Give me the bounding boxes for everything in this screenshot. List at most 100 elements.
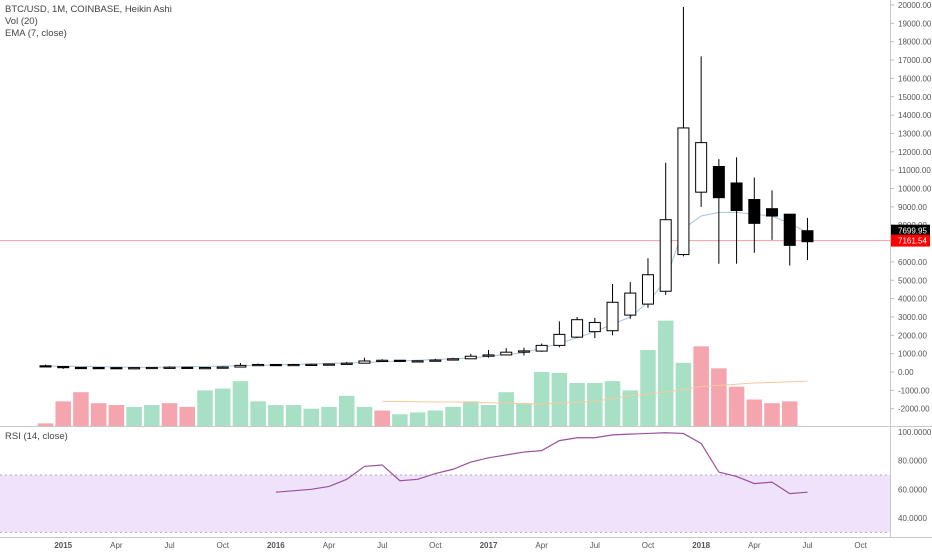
volume-bar <box>108 405 125 428</box>
price-tick-label: 4000.00 <box>898 295 927 304</box>
volume-bar <box>268 405 284 428</box>
candle-body <box>553 333 566 346</box>
candle-body <box>766 208 779 217</box>
price-tick-label: 19000.00 <box>898 19 932 28</box>
volume-bar <box>37 423 54 428</box>
time-tick-label: Oct <box>429 541 442 550</box>
candle-body <box>198 367 211 370</box>
symbol-legend[interactable]: BTC/USD, 1M, COINBASE, Heikin Ashi <box>5 4 172 15</box>
volume-bar <box>179 406 196 428</box>
rsi-tick-label: 40.0000 <box>898 514 927 523</box>
candle-body <box>695 142 708 193</box>
price-tick-label: 18000.00 <box>898 38 932 47</box>
candle-body <box>500 351 513 356</box>
rsi-tick-label: 100.0000 <box>898 428 932 437</box>
price-tick-label: 14000.00 <box>898 111 932 120</box>
candle-body <box>57 365 70 369</box>
volume-bar <box>232 381 249 428</box>
price-tick-label: 1000.00 <box>898 350 927 359</box>
volume-bar <box>533 372 550 428</box>
price-tick-label: 2000.00 <box>898 331 927 340</box>
candle-body <box>482 354 495 357</box>
time-tick-label: Apr <box>323 541 336 550</box>
volume-bar <box>480 405 497 428</box>
rsi-line <box>275 432 808 495</box>
volume-bar <box>764 403 780 428</box>
candle-body <box>376 359 389 362</box>
candle-body <box>269 363 282 367</box>
time-tick-label: Apr <box>748 541 761 550</box>
time-tick-label: Jul <box>802 541 812 550</box>
volume-bar <box>338 395 355 428</box>
candle-body <box>641 274 654 305</box>
volume-bar <box>427 410 444 428</box>
ema-line <box>45 211 808 368</box>
volume-bar <box>321 406 337 428</box>
candle-body <box>624 292 637 316</box>
price-tick-label: -1000.00 <box>898 386 930 395</box>
volume-bar <box>569 383 585 428</box>
time-tick-label: 2017 <box>480 541 498 550</box>
ema-legend[interactable]: EMA (7, close) <box>5 28 67 39</box>
volume-bar <box>356 406 373 428</box>
time-tick-label: 2018 <box>692 541 710 550</box>
candle-body <box>358 360 371 364</box>
volume-ma-line <box>382 380 808 405</box>
candle-body <box>305 363 318 366</box>
price-tick-label: 5000.00 <box>898 276 927 285</box>
volume-bar <box>214 388 231 428</box>
time-tick-label: Jul <box>590 541 600 550</box>
volume-bar <box>126 406 142 428</box>
candle-body <box>659 219 672 292</box>
time-tick-label: Oct <box>642 541 655 550</box>
candle-body <box>801 230 814 243</box>
volume-bar <box>604 381 621 428</box>
volume-legend[interactable]: Vol (20) <box>5 16 38 27</box>
volume-bar <box>55 401 71 428</box>
candle-body <box>677 127 690 256</box>
volume-bar <box>498 392 514 428</box>
candle-body <box>712 165 725 199</box>
last-price-badge <box>891 224 930 237</box>
candle-body <box>128 367 141 370</box>
candle-body <box>783 213 796 246</box>
price-tick-label: 17000.00 <box>898 56 932 65</box>
candle-body <box>216 366 229 369</box>
rsi-layer <box>0 432 890 533</box>
candle-body <box>340 362 353 365</box>
price-tick-label: 13000.00 <box>898 129 932 138</box>
candle-body <box>39 365 52 368</box>
price-tick-label: 3000.00 <box>898 313 927 322</box>
last-price-label: 7699.95 <box>898 227 927 236</box>
volume-bar <box>285 405 302 428</box>
volume-bar <box>445 406 461 428</box>
price-tick-label: 16000.00 <box>898 74 932 83</box>
candle-body <box>145 366 158 370</box>
chart-legend: BTC/USD, 1M, COINBASE, Heikin Ashi Vol (… <box>5 4 172 40</box>
candle-body <box>393 359 406 362</box>
candle-body <box>571 319 584 338</box>
candle-body <box>447 358 460 361</box>
volume-bar <box>374 410 390 428</box>
rsi-legend[interactable]: RSI (14, close) <box>5 431 68 442</box>
candle-body <box>181 366 194 369</box>
candle-body <box>411 360 424 363</box>
horizontal-line-label: 7161.54 <box>898 237 927 246</box>
candle-body <box>730 182 743 212</box>
candle-body <box>748 199 761 224</box>
time-tick-label: 2016 <box>267 541 285 550</box>
candle-body <box>163 366 176 369</box>
candle-body <box>588 321 601 333</box>
candle-body <box>606 301 619 332</box>
volume-bar <box>463 401 479 428</box>
volume-bar <box>409 412 426 428</box>
volume-bar <box>587 383 603 428</box>
volume-bar <box>197 390 213 428</box>
volume-bar <box>516 403 532 428</box>
horizontal-line-badge <box>891 234 930 247</box>
time-tick-label: Apr <box>110 541 123 550</box>
time-tick-label: Jul <box>377 541 387 550</box>
price-tick-label: 11000.00 <box>898 166 931 175</box>
price-tick-label: 15000.00 <box>898 93 932 102</box>
